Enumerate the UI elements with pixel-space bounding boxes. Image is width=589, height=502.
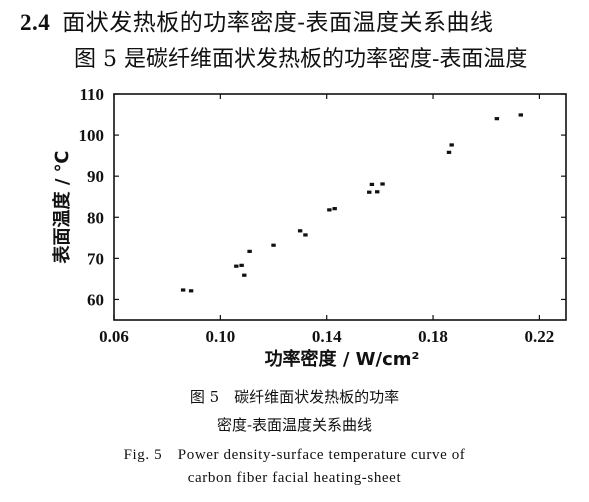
data-point (518, 113, 523, 117)
data-point (375, 190, 380, 194)
y-tick-label: 70 (87, 249, 104, 268)
data-point (449, 143, 454, 147)
y-tick-label: 90 (87, 167, 104, 186)
data-point (327, 208, 332, 212)
y-tick-label: 80 (87, 208, 104, 227)
y-tick-label: 60 (87, 290, 104, 309)
y-tick-label: 100 (79, 126, 105, 145)
data-point (297, 229, 303, 233)
scatter-chart: 0.06 0.10 0.14 0.18 0.22 60 70 80 90 100 110 功率密度 /… (51, 85, 567, 370)
data-point (180, 288, 186, 292)
figure-caption-zh-2: 密度-表面温度关系曲线 (216, 416, 373, 434)
figure-caption-zh-1: 图 5 碳纤维面状发热板的功率 (189, 388, 400, 406)
data-point (380, 182, 385, 186)
section-title: 面状发热板的功率密度-表面温度关系曲线 (62, 10, 494, 36)
x-tick-label: 0.10 (205, 327, 235, 346)
data-point (494, 117, 500, 121)
data-point (367, 190, 372, 194)
section-number: 2.4 (20, 10, 51, 35)
section-heading: 2.4 面状发热板的功率密度-表面温度关系曲线 (20, 3, 494, 37)
figure-caption-en-2: carbon fiber facial heating-sheet (187, 470, 402, 486)
data-point (234, 264, 239, 268)
y-axis-label: 表面温度 / ℃ (51, 151, 73, 264)
data-point (188, 289, 194, 293)
data-point (446, 150, 452, 154)
x-tick-label: 0.22 (525, 327, 555, 346)
x-tick-label: 0.06 (99, 327, 129, 346)
data-point (239, 263, 244, 267)
x-tick-label: 0.14 (312, 327, 342, 346)
intro-paragraph: 图 5 是碳纤维面状发热板的功率密度-表面温度 (74, 47, 528, 72)
data-point (242, 273, 247, 277)
data-point (247, 249, 252, 253)
x-tick-label: 0.18 (418, 327, 448, 346)
y-tick-label: 110 (79, 85, 104, 104)
data-point (271, 243, 276, 247)
data-point (332, 207, 337, 211)
x-axis-label: 功率密度 / W/cm² (265, 348, 420, 370)
figure-caption-en-1: Fig. 5 Power density-surface temperature… (123, 447, 466, 463)
plot-frame (113, 93, 567, 321)
data-point (303, 233, 308, 237)
data-point (369, 182, 375, 186)
